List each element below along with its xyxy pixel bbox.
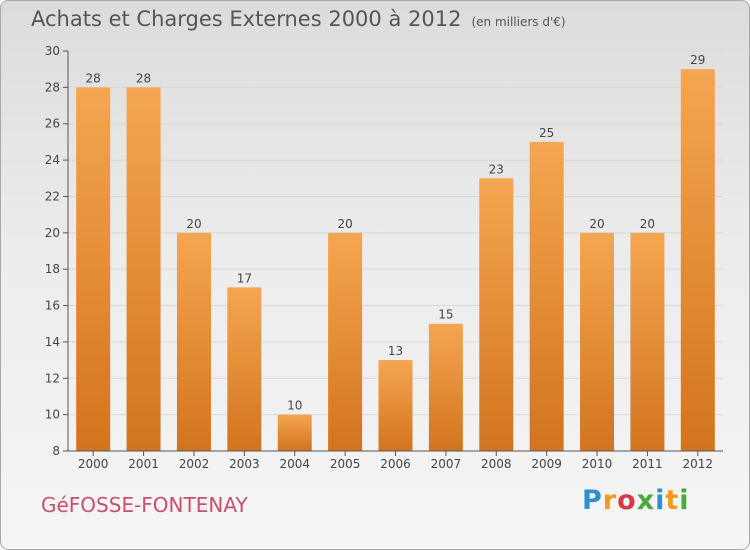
x-tick-label: 2001 (128, 457, 159, 471)
y-tick-label: 22 (45, 189, 60, 203)
x-tick-label: 2000 (78, 457, 109, 471)
x-tick-label: 2006 (380, 457, 411, 471)
chart-subtitle: (en milliers d'€) (471, 15, 566, 29)
x-tick-label: 2004 (279, 457, 310, 471)
data-labels: 28 28 20 17 10 20 13 15 23 25 20 20 29 (86, 53, 706, 412)
x-tick-label: 2012 (683, 457, 714, 471)
bar (378, 360, 413, 451)
data-label: 25 (539, 126, 554, 140)
data-label: 20 (337, 217, 352, 231)
chart-title: Achats et Charges Externes 2000 à 2012 (e… (31, 7, 566, 31)
commune-name: GéFOSSE-FONTENAY (41, 493, 248, 517)
logo-letter: r (602, 485, 618, 516)
logo-letter: x (636, 485, 656, 516)
bar (328, 232, 363, 451)
data-label: 13 (388, 344, 403, 358)
y-tick-label: 12 (45, 371, 60, 385)
y-tick-label: 16 (45, 299, 60, 313)
bar (580, 232, 615, 451)
logo-letter: i (679, 485, 690, 516)
data-label: 28 (136, 71, 151, 85)
y-tick-label: 30 (45, 44, 60, 58)
bar (277, 414, 312, 451)
data-label: 28 (86, 71, 101, 85)
y-tick-label: 18 (45, 262, 60, 276)
axes: 8 10 12 14 16 18 20 22 24 26 28 30 2000 2001 2002 2003 2… (45, 44, 723, 471)
data-label: 20 (640, 217, 655, 231)
data-label: 29 (690, 53, 705, 67)
bar (126, 87, 161, 451)
x-tick-label: 2003 (229, 457, 260, 471)
logo-letter: t (665, 485, 680, 516)
y-tick-label: 8 (52, 444, 60, 458)
bar-series (76, 69, 715, 452)
data-label: 17 (237, 271, 252, 285)
x-tick-label: 2011 (632, 457, 663, 471)
x-tick-label: 2007 (431, 457, 462, 471)
proxiti-logo: Proxiti (582, 485, 690, 516)
data-label: 10 (287, 399, 302, 413)
x-tick-label: 2005 (330, 457, 361, 471)
bar (76, 87, 111, 451)
y-tick-label: 14 (45, 335, 60, 349)
y-tick-label: 20 (45, 226, 60, 240)
y-tick-label: 24 (45, 153, 60, 167)
y-tick-label: 28 (45, 80, 60, 94)
bar (227, 287, 262, 451)
y-tick-label: 26 (45, 117, 60, 131)
x-tick-label: 2009 (531, 457, 562, 471)
data-label: 20 (186, 217, 201, 231)
data-label: 23 (489, 162, 504, 176)
data-label: 15 (438, 308, 453, 322)
y-tick-label: 10 (45, 408, 60, 422)
data-label: 20 (589, 217, 604, 231)
bar (630, 232, 665, 451)
bar (428, 323, 463, 451)
logo-letter: P (582, 485, 603, 516)
x-tick-label: 2010 (582, 457, 613, 471)
bar (680, 69, 715, 451)
bar (529, 141, 564, 451)
logo-letter: o (617, 485, 637, 516)
bar (176, 232, 211, 451)
logo-letter: i (655, 485, 666, 516)
bar (479, 178, 514, 452)
x-tick-label: 2002 (179, 457, 210, 471)
chart-title-text: Achats et Charges Externes 2000 à 2012 (31, 7, 462, 31)
x-tick-label: 2008 (481, 457, 512, 471)
